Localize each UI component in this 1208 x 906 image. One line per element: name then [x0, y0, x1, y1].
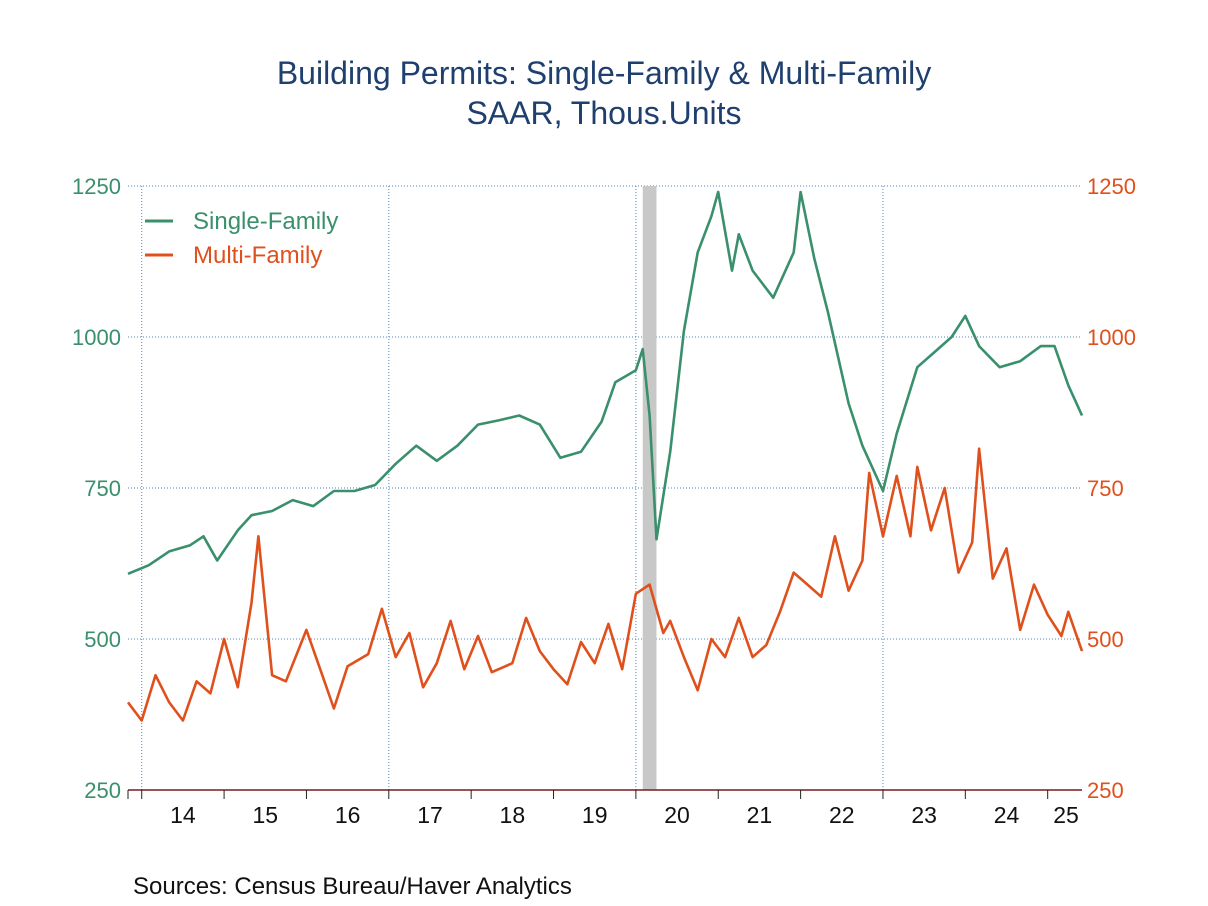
x-tick-label: 20 [664, 802, 690, 828]
x-tick-label: 17 [417, 802, 443, 828]
x-tick-label: 18 [500, 802, 526, 828]
y-left-tick-label: 750 [84, 476, 121, 501]
grid-layer [128, 185, 1082, 790]
chart-subtitle: SAAR, Thous.Units [466, 95, 741, 131]
y-right-tick-label: 1250 [1087, 174, 1136, 199]
x-tick-label: 22 [829, 802, 855, 828]
x-tick-label: 21 [747, 802, 773, 828]
series-line-multi-family [126, 447, 1084, 722]
y-left-tick-label: 1000 [72, 325, 121, 350]
y-left-tick-label: 250 [84, 778, 121, 803]
x-tick-label: 19 [582, 802, 608, 828]
legend-label-multi-family: Multi-Family [193, 242, 322, 269]
x-tick-label: 25 [1053, 802, 1079, 828]
x-tick-label: 14 [170, 802, 196, 828]
y-right-tick-label: 250 [1087, 778, 1124, 803]
x-tick-label: 23 [911, 802, 937, 828]
axis-layer: 14 15 16 17 18 19 20 21 22 23 24 25 250 500 750 1000 125… [72, 174, 1136, 828]
x-tick-label: 16 [335, 802, 361, 828]
source-note: Sources: Census Bureau/Haver Analytics [133, 873, 572, 900]
recession-shading-layer [642, 186, 657, 790]
y-right-tick-label: 750 [1087, 476, 1124, 501]
y-left-tick-label: 1250 [72, 174, 121, 199]
y-right-tick-label: 500 [1087, 627, 1124, 652]
series-layer [126, 190, 1084, 722]
series-line-single-family [127, 190, 1084, 576]
x-tick-label: 15 [252, 802, 278, 828]
y-left-tick-label: 500 [84, 627, 121, 652]
chart-title: Building Permits: Single-Family & Multi-… [277, 55, 931, 91]
legend: Single-Family Multi-Family [145, 208, 338, 269]
legend-label-single-family: Single-Family [193, 208, 338, 235]
x-tick-label: 24 [994, 802, 1020, 828]
recession-band [642, 186, 657, 790]
y-right-tick-label: 1000 [1087, 325, 1136, 350]
